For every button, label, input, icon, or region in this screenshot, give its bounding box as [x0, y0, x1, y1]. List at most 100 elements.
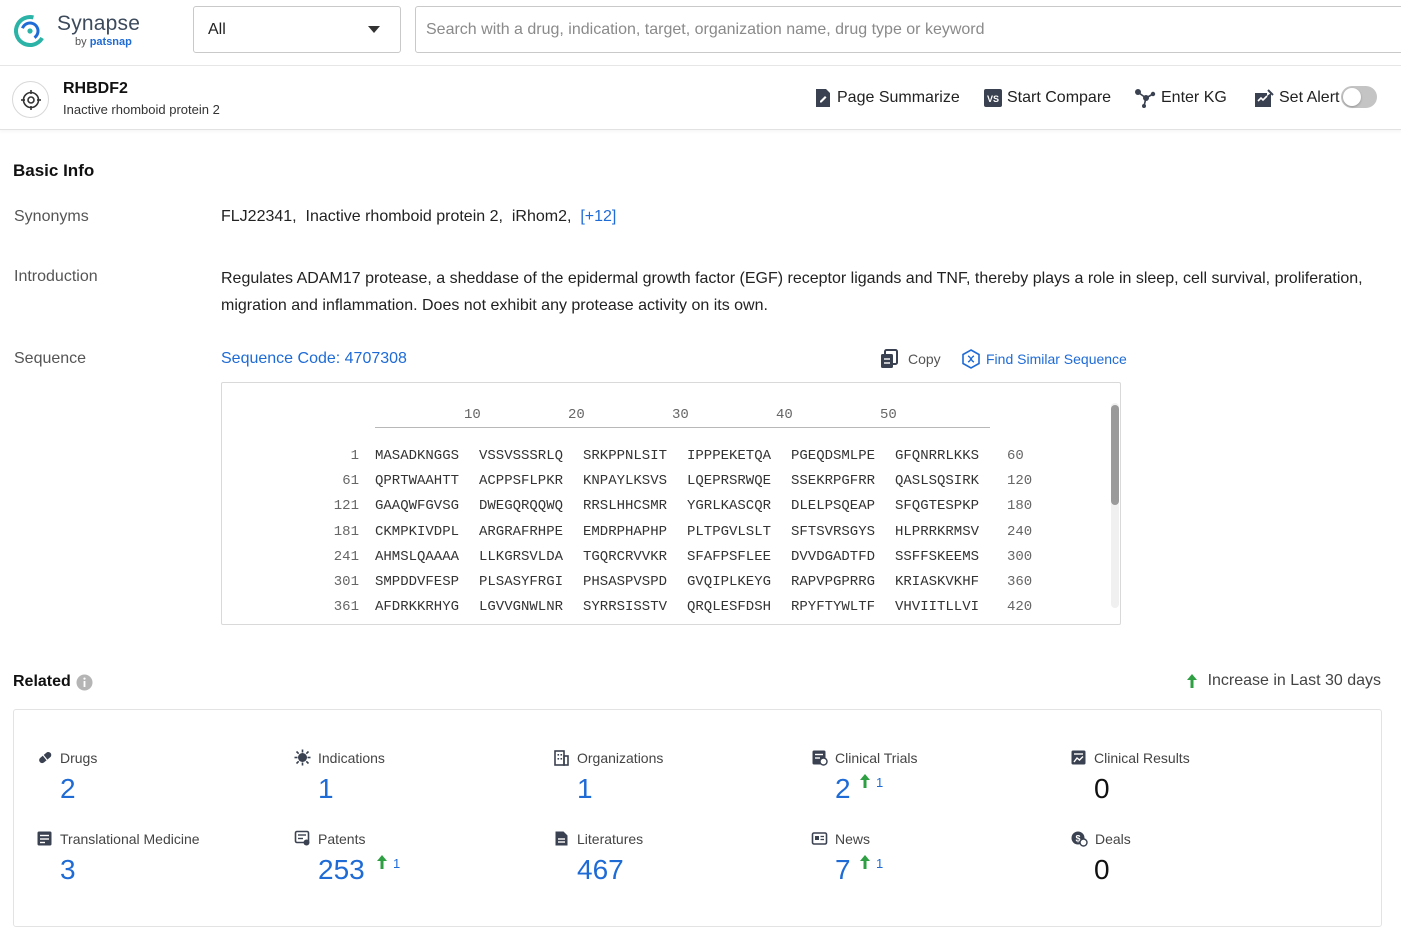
sequence-viewer[interactable]: 10 20 30 40 50 1MASADKNGGSVSSVSSSRLQSRKP…: [221, 382, 1121, 625]
sequence-block: QPRTWAAHTT: [375, 473, 459, 489]
card-header: News: [811, 830, 870, 847]
sequence-row: 241AHMSLQAAAALLKGRSVLDATGQRCRVVKRSFAFPSF…: [222, 549, 1102, 571]
sequence-code-link[interactable]: Sequence Code: 4707308: [221, 350, 407, 368]
sequence-row: 1MASADKNGGSVSSVSSSRLQSRKPPNLSITIPPPEKETQ…: [222, 448, 1102, 470]
card-increase-value: 1: [876, 775, 883, 790]
related-title: Related: [13, 673, 93, 691]
synonyms-value: FLJ22341, Inactive rhomboid protein 2, i…: [221, 208, 616, 226]
virus-icon: [294, 749, 311, 766]
scrollbar-thumb[interactable]: [1111, 405, 1119, 505]
svg-text:VS: VS: [987, 94, 999, 104]
related-panel: Drugs 2 Indications 1: [13, 709, 1382, 927]
card-count[interactable]: 2: [60, 773, 76, 805]
card-label: Deals: [1095, 831, 1131, 847]
search-input[interactable]: [415, 6, 1401, 53]
sequence-block: PHSASPVSPD: [583, 574, 667, 590]
find-similar-sequence-button[interactable]: Find Similar Sequence: [961, 349, 1127, 369]
alert-toggle[interactable]: [1341, 86, 1377, 108]
related-card-drugs[interactable]: Drugs 2: [36, 749, 286, 824]
clipboard-icon: [811, 749, 828, 766]
sequence-row-end: 60: [1007, 448, 1024, 464]
card-header: Organizations: [553, 749, 663, 766]
card-increase: 1: [859, 773, 883, 790]
entity-title: RHBDF2: [63, 80, 128, 98]
copy-button[interactable]: Copy: [880, 349, 941, 369]
arrow-up-icon: [376, 854, 388, 870]
card-increase-value: 1: [393, 856, 400, 871]
card-count[interactable]: 3: [60, 854, 76, 886]
sequence-block: GFQNRRLKKS: [895, 448, 979, 464]
synapse-logo[interactable]: Synapse by patsnap: [12, 11, 142, 51]
synonym: Inactive rhomboid protein 2,: [306, 208, 503, 225]
sequence-scrollbar[interactable]: [1111, 403, 1119, 608]
related-card-deals: $ Deals 0: [1070, 830, 1320, 905]
page-summarize-button[interactable]: Page Summarize: [814, 87, 960, 109]
entity-subtitle: Inactive rhomboid protein 2: [63, 102, 220, 117]
info-icon[interactable]: [76, 674, 93, 691]
card-count[interactable]: 467: [577, 854, 624, 886]
set-alert-button[interactable]: Set Alert: [1254, 87, 1339, 109]
basic-info-title: Basic Info: [13, 161, 94, 181]
sequence-row-start: 361: [222, 599, 359, 615]
sequence-block: SMPDDVFESP: [375, 574, 459, 590]
sequence-block: HLPRRKRMSV: [895, 524, 979, 540]
sequence-block: LGVVGNWLNR: [479, 599, 563, 615]
sequence-block: RPYFTYWLTF: [791, 599, 875, 615]
sequence-row: 61QPRTWAAHTTACPPSFLPKRKNPAYLKSVSLQEPRSRW…: [222, 473, 1102, 495]
card-label: Clinical Results: [1094, 750, 1190, 766]
sequence-ruler: [375, 427, 990, 428]
sequence-row-end: 420: [1007, 599, 1032, 615]
sequence-block: ACPPSFLPKR: [479, 473, 563, 489]
sequence-row-start: 301: [222, 574, 359, 590]
synonyms-more-link[interactable]: [+12]: [580, 208, 616, 225]
enter-kg-label: Enter KG: [1161, 89, 1227, 107]
brand-by: by: [75, 36, 87, 48]
card-count[interactable]: 1: [318, 773, 334, 805]
related-card-clinical-trials[interactable]: Clinical Trials 2 1: [811, 749, 1061, 824]
card-header: Clinical Results: [1070, 749, 1190, 766]
card-count[interactable]: 7: [835, 854, 851, 886]
document-icon: [553, 830, 570, 847]
handshake-icon: $: [1070, 830, 1088, 847]
card-label: Organizations: [577, 750, 663, 766]
card-count[interactable]: 1: [577, 773, 593, 805]
sequence-block: QASLSQSIRK: [895, 473, 979, 489]
related-card-indications[interactable]: Indications 1: [294, 749, 544, 824]
card-label: Drugs: [60, 750, 97, 766]
introduction-label: Introduction: [14, 268, 98, 286]
page-summarize-label: Page Summarize: [837, 89, 960, 107]
sequence-block: RRSLHHCSMR: [583, 498, 667, 514]
enter-kg-button[interactable]: Enter KG: [1134, 87, 1227, 109]
related-card-translational-medicine[interactable]: Translational Medicine 3: [36, 830, 286, 905]
related-card-literatures[interactable]: Literatures 467: [553, 830, 803, 905]
sequence-block: GVQIPLKEYG: [687, 574, 771, 590]
building-icon: [553, 749, 570, 766]
sequence-block: LLKGRSVLDA: [479, 549, 563, 565]
sequence-block: SRKPPNLSIT: [583, 448, 667, 464]
search-scope-select[interactable]: All: [193, 6, 401, 53]
related-card-organizations[interactable]: Organizations 1: [553, 749, 803, 824]
card-increase: 1: [859, 854, 883, 871]
sequence-block: PGEQDSMLPE: [791, 448, 875, 464]
sequence-block: SSFFSKEEMS: [895, 549, 979, 565]
related-card-patents[interactable]: Patents 253 1: [294, 830, 544, 905]
find-similar-label: Find Similar Sequence: [986, 351, 1127, 367]
card-increase-value: 1: [876, 856, 883, 871]
copy-label: Copy: [908, 351, 941, 367]
sequence-row-end: 300: [1007, 549, 1032, 565]
card-count[interactable]: 2: [835, 773, 851, 805]
sequence-row-start: 1: [222, 448, 359, 464]
card-label: Translational Medicine: [60, 831, 200, 847]
related-card-news[interactable]: News 7 1: [811, 830, 1061, 905]
card-count: 0: [1094, 773, 1110, 805]
card-header: Clinical Trials: [811, 749, 917, 766]
card-label: Literatures: [577, 831, 643, 847]
sequence-block: KNPAYLKSVS: [583, 473, 667, 489]
sequence-block: SFTSVRSGYS: [791, 524, 875, 540]
start-compare-button[interactable]: VS Start Compare: [984, 87, 1111, 109]
card-header: Drugs: [36, 749, 97, 766]
card-header: $ Deals: [1070, 830, 1131, 847]
card-count[interactable]: 253: [318, 854, 365, 886]
compare-icon: VS: [984, 89, 1002, 107]
entity-header: RHBDF2 Inactive rhomboid protein 2 Page …: [0, 67, 1401, 130]
